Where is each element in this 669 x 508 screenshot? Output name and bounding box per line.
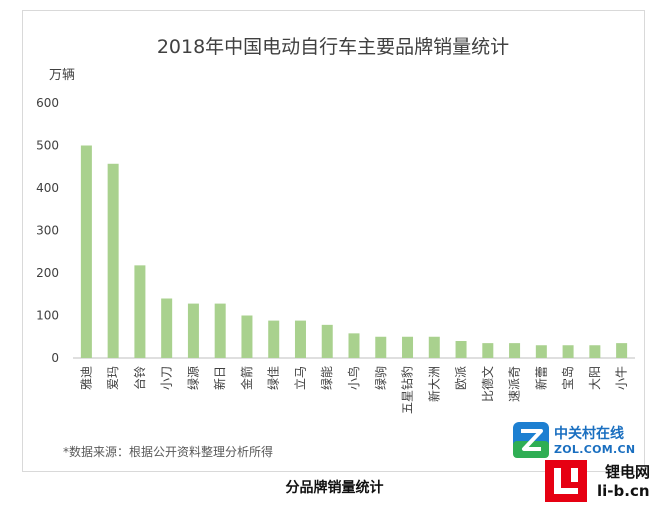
y-tick-label: 400 xyxy=(36,181,59,195)
bar xyxy=(455,341,467,358)
bar xyxy=(294,320,306,358)
x-tick-label: 绿驹 xyxy=(373,366,388,390)
bar xyxy=(161,298,173,358)
figure-caption: 分品牌销量统计 xyxy=(285,480,384,496)
y-axis-unit-label: 万辆 xyxy=(49,68,75,83)
x-tick-label: 绿能 xyxy=(319,366,334,390)
bar xyxy=(589,345,601,358)
bar xyxy=(375,336,387,358)
x-tick-label: 小刀 xyxy=(160,366,174,390)
bar xyxy=(214,303,226,358)
x-tick-label: 绿佳 xyxy=(266,366,281,390)
x-tick-label: 宝岛 xyxy=(560,366,575,390)
bar xyxy=(535,345,547,358)
zol-watermark: 中关村在线 ZOL.COM.CN xyxy=(512,421,644,463)
y-tick-label: 600 xyxy=(36,96,59,110)
x-tick-label: 台铃 xyxy=(132,366,147,390)
bar xyxy=(80,145,92,358)
y-tick-label: 500 xyxy=(36,139,59,153)
x-tick-label: 大阳 xyxy=(588,366,602,390)
x-tick-label: 立马 xyxy=(292,366,307,390)
x-tick-label: 金箭 xyxy=(239,366,254,390)
x-tick-label: 欧派 xyxy=(454,366,468,390)
bar xyxy=(428,336,440,358)
x-tick-label: 爱玛 xyxy=(106,366,120,390)
x-tick-label: 绿源 xyxy=(185,366,200,390)
lib-watermark-url: li-b.cn xyxy=(597,482,650,500)
y-tick-label: 200 xyxy=(36,266,59,280)
x-tick-label: 新蕾 xyxy=(533,366,548,390)
bar xyxy=(268,320,280,358)
x-tick-label: 新日 xyxy=(212,366,227,390)
bar xyxy=(482,343,494,358)
bar xyxy=(562,345,574,358)
y-tick-label: 300 xyxy=(36,224,59,238)
lib-watermark-name: 锂电网 xyxy=(605,463,651,481)
bar xyxy=(241,315,253,358)
bar xyxy=(616,343,628,358)
x-tick-label: 小鸟 xyxy=(346,366,361,390)
x-tick-label: 五星钻豹 xyxy=(400,366,415,414)
chart-title: 2018年中国电动自行车主要品牌销量统计 xyxy=(157,36,509,58)
lib-watermark: 锂电网 li-b.cn xyxy=(545,458,665,506)
zol-logo-icon xyxy=(513,422,549,458)
y-tick-label: 100 xyxy=(36,309,59,323)
lib-logo-icon xyxy=(545,460,587,502)
bar xyxy=(348,333,360,358)
x-tick-label: 比德文 xyxy=(480,366,495,402)
bar xyxy=(509,343,521,358)
bar xyxy=(187,303,199,358)
bar xyxy=(107,163,119,358)
chart-card: 2018年中国电动自行车主要品牌销量统计 万辆 0 100 200 300 400 500… xyxy=(22,10,645,472)
zol-watermark-url: ZOL.COM.CN xyxy=(554,443,636,456)
zol-watermark-name: 中关村在线 xyxy=(554,426,624,442)
x-tick-label: 速派奇 xyxy=(508,366,522,402)
bar xyxy=(402,336,414,358)
data-source-note: *数据来源：根据公开资料整理分析所得 xyxy=(63,445,274,459)
y-tick-label: 0 xyxy=(51,351,59,365)
bar xyxy=(134,265,146,358)
bar xyxy=(321,324,333,358)
x-tick-label: 雅迪 xyxy=(78,366,93,390)
bar-chart: 2018年中国电动自行车主要品牌销量统计 万辆 0 100 200 300 400 500… xyxy=(36,36,635,414)
x-tick-label: 小牛 xyxy=(614,366,629,390)
x-tick-label: 新大洲 xyxy=(426,366,441,402)
